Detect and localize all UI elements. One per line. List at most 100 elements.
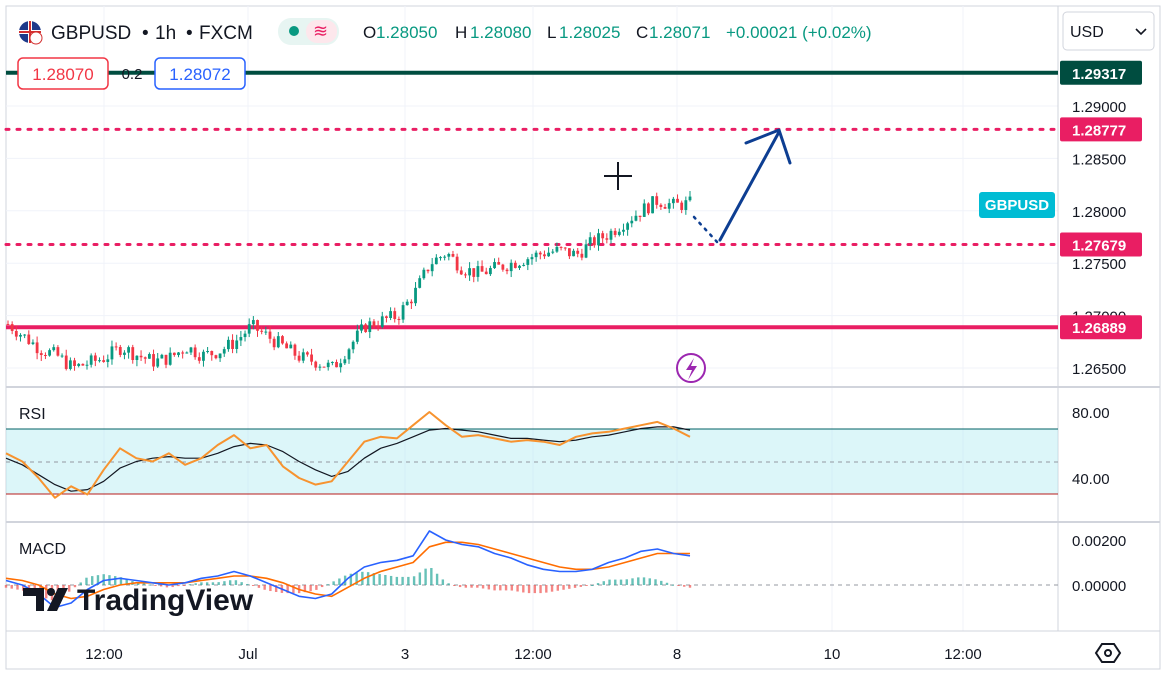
candles	[6, 190, 692, 373]
candle-body-8	[39, 353, 43, 356]
macd-hist-bar-76	[441, 579, 445, 585]
macd-pane-label[interactable]: MACD	[19, 541, 66, 558]
macd-hist-bar-69	[401, 576, 404, 585]
time-tick-4: 8	[673, 646, 681, 663]
candle-body-62	[264, 331, 268, 333]
ohlc-open-label: O	[363, 23, 376, 42]
macd-hist-bar-55	[320, 585, 324, 588]
candle-body-25	[110, 346, 114, 360]
macd-hist-bar-93	[539, 585, 542, 594]
macd-hist-bar-3	[22, 585, 25, 591]
currency-select[interactable]: USD	[1062, 11, 1155, 51]
wave-icon: ≋	[313, 21, 328, 41]
macd-hist-bar-41	[240, 582, 243, 585]
candle-body-73	[310, 354, 313, 362]
macd-hist-bar-109	[631, 578, 634, 585]
candle-body-47	[202, 351, 205, 361]
macd-hist-bar-115	[665, 582, 669, 585]
macd-hist-bar-2	[16, 585, 19, 590]
candle-body-92	[389, 311, 392, 318]
sell-button[interactable]	[17, 57, 109, 90]
time-tick-0: 12:00	[85, 646, 123, 663]
macd-hist-bar-39	[228, 580, 232, 585]
candle-body-88	[372, 321, 376, 327]
macd-hist-bar-90	[522, 585, 525, 593]
settings-icon[interactable]	[1094, 643, 1122, 663]
macd-hist-bar-83	[481, 585, 485, 589]
macd-hist-bar-96	[556, 585, 559, 591]
candle-body-143	[601, 233, 605, 239]
ohlc-high: 1.28080	[470, 23, 531, 42]
projection-dotted-line	[692, 215, 720, 245]
macd-hist-bar-33	[194, 583, 197, 585]
rsi-ma-line	[5, 426, 691, 492]
symbol-title[interactable]: GBPUSD	[51, 23, 131, 44]
macd-hist-bar-40	[234, 580, 238, 585]
macd-hist-bar-43	[251, 585, 255, 586]
macd-hist-bar-117	[677, 585, 680, 586]
candle-body-96	[405, 301, 409, 306]
candle-body-158	[663, 206, 667, 209]
macd-hist-bar-46	[269, 585, 272, 592]
candle-body-75	[318, 366, 322, 368]
candle-body-79	[335, 361, 338, 368]
candle-body-55	[235, 340, 239, 349]
candle-body-128	[538, 252, 542, 255]
macd-hist-bar-118	[683, 585, 686, 587]
projection-arrow-icon[interactable]	[718, 128, 792, 242]
macd-hist-bar-52	[303, 585, 307, 593]
buy-button[interactable]	[154, 57, 246, 90]
level-tag-1: 1.28777	[1072, 122, 1126, 139]
macd-hist-bar-91	[527, 585, 531, 594]
candle-body-111	[468, 268, 471, 276]
lightning-event-icon[interactable]	[676, 353, 706, 383]
macd-hist-bar-61	[355, 572, 358, 585]
macd-hist-bar-71	[412, 576, 416, 585]
candle-body-99	[418, 278, 422, 288]
ohlc-low: 1.28025	[559, 23, 620, 42]
macd-hist-bar-11	[68, 585, 71, 592]
candle-body-50	[214, 355, 218, 359]
candle-body-83	[351, 341, 355, 350]
macd-hist-bar-54	[315, 585, 318, 590]
candle-body-69	[293, 344, 297, 356]
candle-body-48	[206, 351, 210, 353]
macd-hist-bar-84	[487, 585, 491, 590]
macd-hist-bar-99	[573, 585, 577, 588]
macd-hist-bar-14	[85, 577, 88, 585]
currency-value: USD	[1070, 24, 1104, 41]
rsi-pane-label[interactable]: RSI	[19, 406, 46, 423]
time-axis-ticks: 12:00 Jul 3 12:00 8 10 12:00	[85, 646, 982, 663]
macd-hist-bar-67	[389, 575, 393, 585]
macd-hist-bar-116	[671, 584, 674, 586]
interval-label[interactable]: 1h	[155, 23, 176, 44]
candle-body-1	[10, 324, 14, 331]
macd-hist-bar-86	[499, 585, 502, 591]
macd-hist-bar-58	[338, 578, 341, 585]
symbol-tag-bg	[979, 192, 1055, 218]
macd-hist-bar-28	[165, 585, 169, 588]
candle-body-144	[605, 238, 609, 240]
candle-body-109	[459, 270, 463, 275]
macd-hist-bar-70	[407, 576, 410, 585]
candle-body-84	[355, 330, 359, 342]
macd-hist-bar-56	[326, 584, 330, 586]
candle-body-5	[27, 334, 31, 344]
candle-body-141	[592, 237, 596, 246]
macd-hist-bar-27	[159, 585, 163, 587]
time-tick-5: 10	[824, 646, 841, 663]
macd-hist-bar-16	[96, 575, 100, 585]
macd-hist-bar-7	[45, 585, 48, 599]
price-tick-0: 1.29000	[1072, 99, 1126, 116]
candle-body-44	[189, 347, 193, 353]
macd-hist-bar-101	[585, 585, 588, 586]
candle-body-28	[123, 352, 126, 355]
macd-hist-bar-50	[292, 585, 295, 594]
tradingview-logo[interactable]: TradingView	[23, 584, 254, 617]
candle-body-65	[276, 336, 280, 348]
macd-hist-bar-113	[654, 579, 657, 585]
candle-body-90	[380, 316, 384, 327]
candle-body-148	[622, 229, 625, 232]
